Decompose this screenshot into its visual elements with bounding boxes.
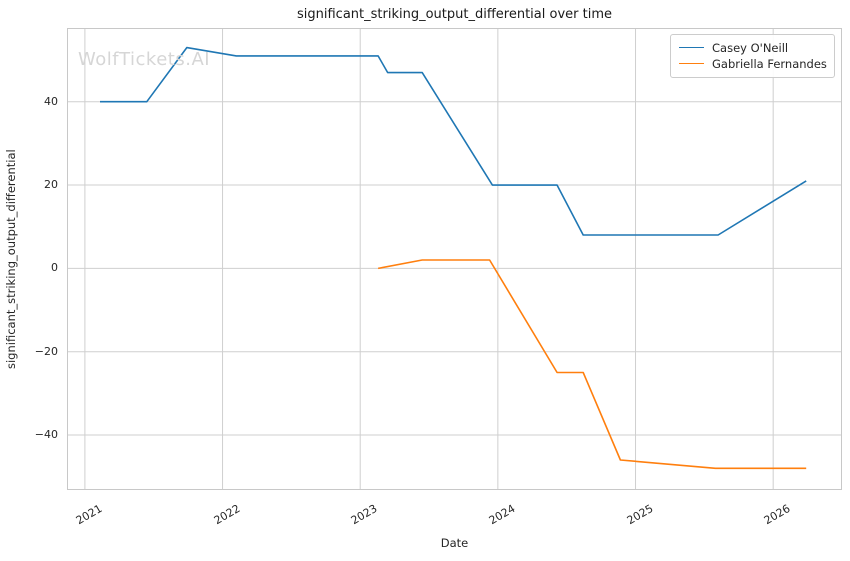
y-axis-label: significant_striking_output_differential (4, 149, 18, 369)
x-tick-label: 2023 (348, 502, 380, 528)
legend-label: Gabriella Fernandes (712, 56, 827, 71)
legend-line-swatch-gabriella-fernandes (679, 63, 704, 64)
watermark: WolfTickets.AI (78, 49, 211, 70)
series-line-1 (377, 259, 807, 470)
plot-border (67, 28, 842, 490)
y-tick-label: 20 (44, 178, 58, 192)
x-tick-label: 2026 (761, 502, 793, 528)
y-tick-label: −40 (34, 428, 58, 441)
legend-label: Casey O'Neill (712, 40, 789, 55)
x-tick-label: 2024 (486, 502, 518, 528)
series-line-0 (100, 46, 807, 236)
x-axis-label: Date (440, 536, 469, 550)
y-tick-label: 0 (51, 261, 58, 275)
x-tick-label: 2022 (211, 502, 243, 528)
legend-item: Gabriella Fernandes (679, 56, 827, 71)
x-tick-label: 2021 (73, 502, 105, 528)
y-tick-label: −20 (34, 344, 58, 358)
y-tick-label: 40 (44, 94, 58, 108)
x-tick-label: 2025 (624, 502, 656, 528)
legend-line-swatch-casey-oneill (679, 47, 704, 48)
plot-area (67, 28, 842, 490)
plot-canvas (67, 28, 842, 490)
legend-item: Casey O'Neill (679, 40, 826, 55)
legend: Casey O'Neill Gabriella Fernandes (670, 34, 835, 78)
chart-title: significant_striking_output_differential… (297, 7, 612, 22)
